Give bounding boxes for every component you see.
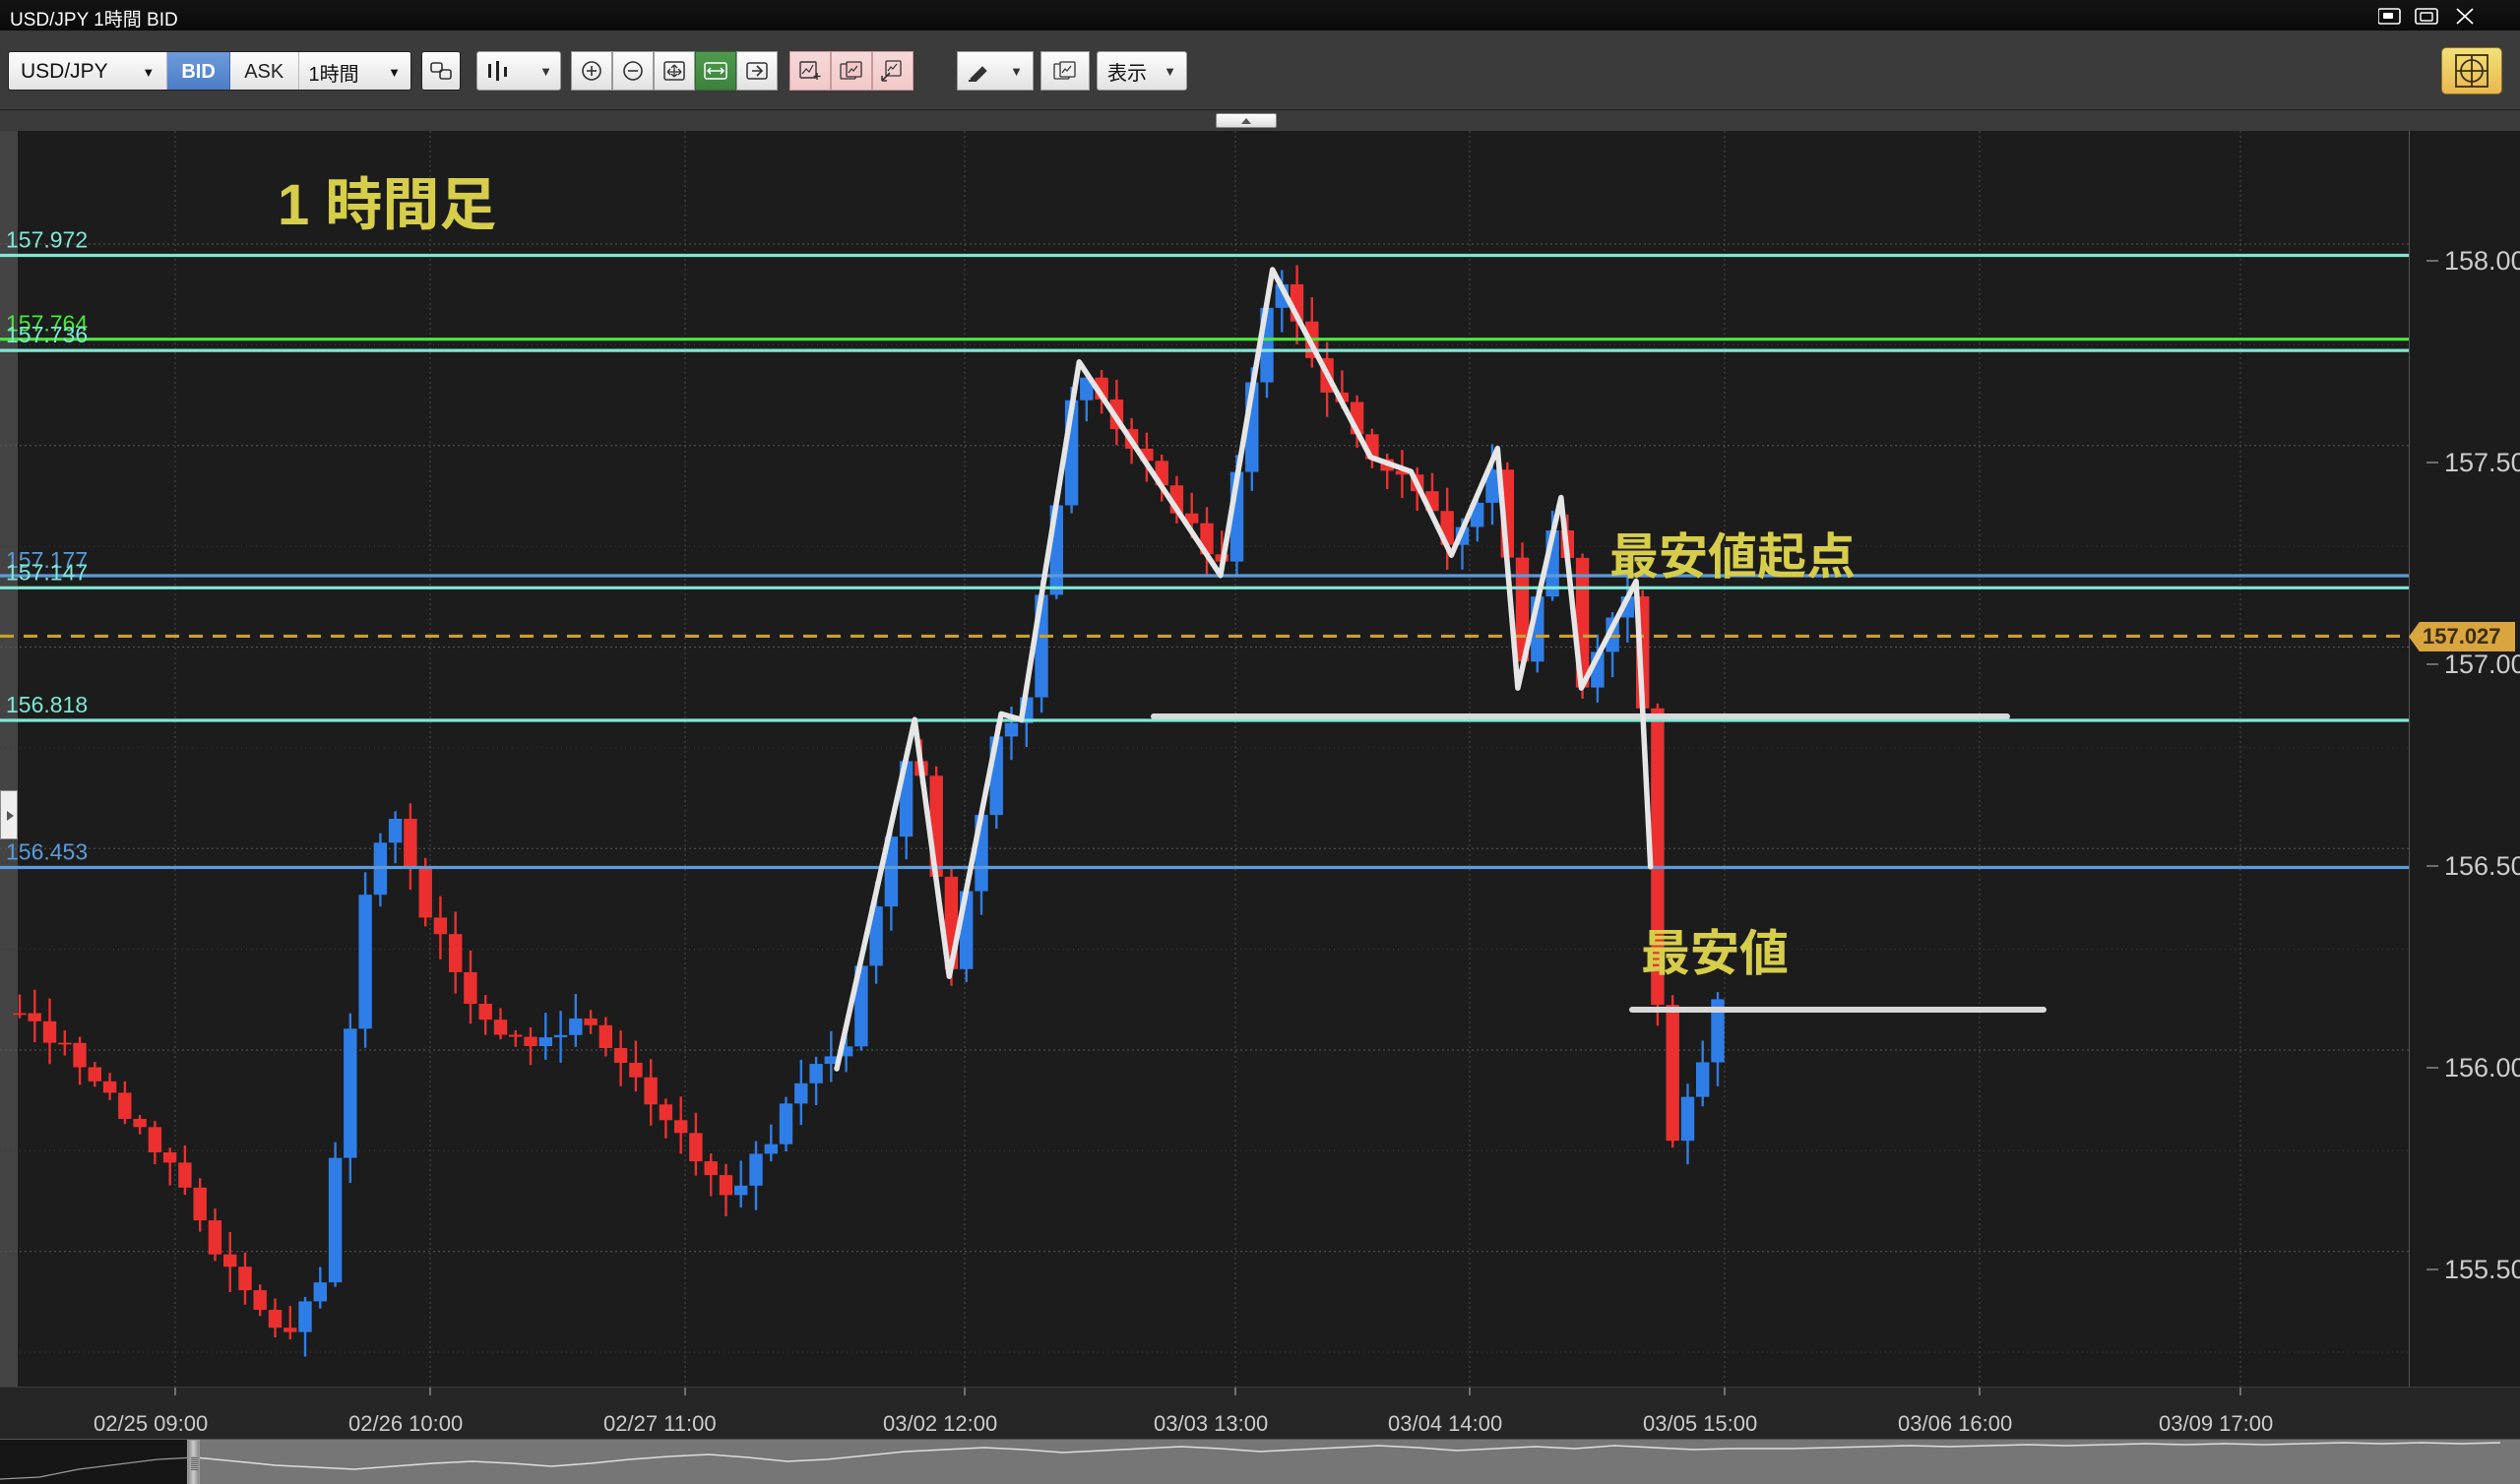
svg-text:155.500: 155.500 <box>2444 1255 2520 1284</box>
svg-text:158.000: 158.000 <box>2444 246 2520 276</box>
svg-text:156.000: 156.000 <box>2444 1053 2520 1082</box>
svg-text:157.500: 157.500 <box>2444 448 2520 477</box>
svg-text:157.000: 157.000 <box>2444 649 2520 679</box>
svg-text:156.500: 156.500 <box>2444 851 2520 881</box>
